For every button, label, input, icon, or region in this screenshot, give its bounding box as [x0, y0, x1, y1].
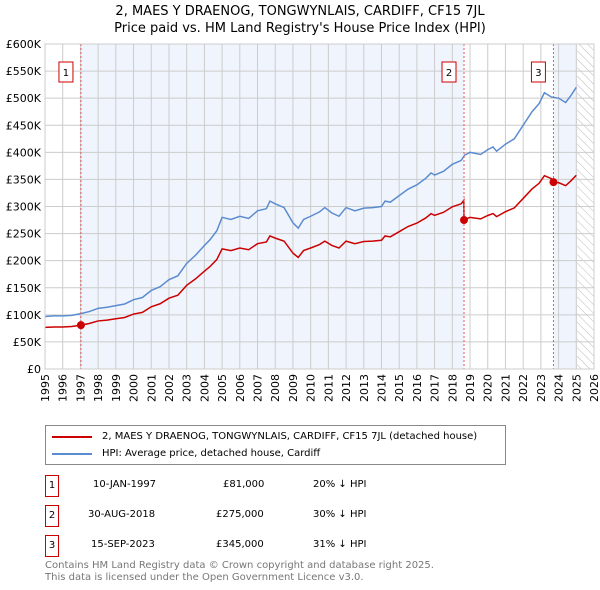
sale-label-box [441, 61, 457, 83]
x-tick-label: 2016 [411, 374, 424, 402]
legend-label: 2, MAES Y DRAENOG, TONGWYNLAIS, CARDIFF,… [102, 431, 478, 442]
x-tick-label: 2010 [305, 374, 318, 402]
x-tick-label: 2004 [198, 374, 211, 402]
x-tick-label: 2002 [163, 374, 176, 402]
sale-row: 3 15-SEP-2023 £345,000 31% ↓ HPI [45, 535, 445, 557]
sale-price: £275,000 [216, 509, 264, 520]
sale-diff: 31% ↓ HPI [313, 539, 367, 550]
sale-label-box [58, 61, 74, 83]
x-tick-label: 2017 [429, 374, 442, 402]
x-tick-label: 2023 [535, 374, 548, 402]
x-tick-label: 2026 [588, 374, 600, 402]
y-tick-label: £150K [6, 282, 42, 295]
x-tick-label: 2011 [322, 374, 335, 402]
y-tick-label: £500K [6, 92, 42, 105]
x-tick-label: 1995 [39, 374, 52, 402]
sale-price: £81,000 [223, 479, 265, 490]
footer-line: This data is licensed under the Open Gov… [45, 572, 364, 583]
sale-date: 10-JAN-1997 [93, 479, 157, 490]
y-tick-label: £0 [27, 363, 41, 376]
x-tick-label: 2007 [252, 374, 265, 402]
footer: Contains HM Land Registry data © Crown c… [45, 560, 434, 584]
y-tick-label: £600K [6, 38, 42, 51]
x-tick-label: 2005 [216, 374, 229, 402]
y-tick-label: £350K [6, 173, 42, 186]
x-tick-label: 2022 [517, 374, 530, 402]
sale-diff: 20% ↓ HPI [313, 479, 367, 490]
sale-price: £345,000 [216, 539, 264, 550]
x-tick-label: 2000 [128, 374, 141, 402]
plot-border [44, 43, 595, 370]
x-tick-label: 2012 [340, 374, 353, 402]
x-tick-label: 1999 [110, 374, 123, 402]
footer-line: Contains HM Land Registry data © Crown c… [45, 560, 434, 571]
x-tick-label: 2020 [482, 374, 495, 402]
sale-diff: 30% ↓ HPI [313, 509, 367, 520]
y-tick-label: £400K [6, 146, 42, 159]
sale-point [460, 216, 469, 225]
x-tick-label: 2018 [446, 374, 459, 402]
x-tick-label: 2021 [499, 374, 512, 402]
price-paid-line [44, 174, 577, 329]
x-tick-label: 1996 [57, 374, 70, 402]
chart-title: 2, MAES Y DRAENOG, TONGWYNLAIS, CARDIFF,… [115, 4, 485, 19]
sale-marker-label: 3 [45, 535, 59, 557]
x-tick-label: 1998 [92, 374, 105, 402]
x-tick-label: 1997 [74, 374, 87, 402]
sale-label: 2 [446, 68, 452, 79]
sale-point [549, 178, 558, 187]
x-tick-label: 2015 [393, 374, 406, 402]
x-tick-label: 2009 [287, 374, 300, 402]
x-tick-label: 2013 [358, 374, 371, 402]
x-tick-label: 2003 [181, 374, 194, 402]
x-tick-label: 2019 [464, 374, 477, 402]
sale-date: 15-SEP-2023 [91, 539, 155, 550]
legend: 2, MAES Y DRAENOG, TONGWYNLAIS, CARDIFF,… [45, 425, 506, 465]
x-tick-label: 2008 [269, 374, 282, 402]
y-tick-label: £300K [6, 201, 42, 214]
sale-row: 1 10-JAN-1997 £81,000 20% ↓ HPI [45, 475, 445, 497]
sale-marker-label: 1 [45, 475, 59, 497]
x-tick-label: 2014 [375, 374, 388, 402]
y-tick-label: £250K [6, 228, 42, 241]
y-tick-label: £50K [13, 336, 42, 349]
y-tick-label: £550K [6, 65, 42, 78]
sale-row: 2 30-AUG-2018 £275,000 30% ↓ HPI [45, 505, 445, 527]
x-tick-label: 2006 [234, 374, 247, 402]
sale-label: 1 [63, 68, 69, 79]
legend-item-hpi: HPI: Average price, detached house, Card… [52, 448, 320, 459]
legend-swatch-red [52, 435, 92, 438]
sale-date: 30-AUG-2018 [88, 509, 156, 520]
y-tick-label: £200K [6, 255, 42, 268]
x-tick-label: 2001 [145, 374, 158, 402]
x-tick-label: 2025 [570, 374, 583, 402]
sale-point [76, 321, 85, 330]
legend-label: HPI: Average price, detached house, Card… [102, 448, 321, 459]
sale-label: 3 [535, 68, 541, 79]
hpi-line [44, 86, 577, 318]
y-tick-label: £100K [6, 309, 42, 322]
sale-label-box [530, 61, 546, 83]
legend-swatch-blue [52, 452, 92, 455]
chart-subtitle: Price paid vs. HM Land Registry's House … [114, 21, 486, 36]
y-tick-label: £450K [6, 119, 42, 132]
plot-area: 1995 1996 1997 1998 1999 2000 2001 2002 2003 2004… [6, 38, 600, 402]
x-tick-label: 2024 [553, 374, 566, 402]
legend-item-property: 2, MAES Y DRAENOG, TONGWYNLAIS, CARDIFF,… [52, 431, 477, 442]
sale-marker-label: 2 [45, 505, 59, 527]
